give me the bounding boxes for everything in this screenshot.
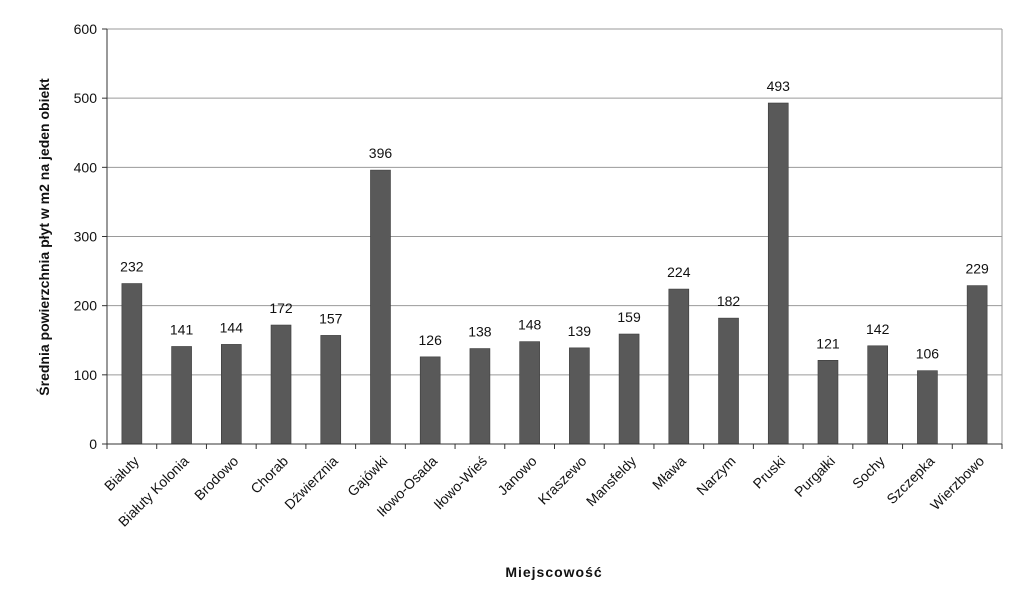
x-tick-label: Mansfeldy bbox=[583, 453, 639, 509]
bar bbox=[121, 283, 143, 445]
data-label: 139 bbox=[568, 323, 592, 339]
x-tick-label: Narzym bbox=[693, 453, 738, 498]
data-label: 106 bbox=[916, 346, 940, 362]
data-label: 121 bbox=[816, 335, 840, 351]
y-tick-labels: 0 100 200 300 400 500 600 bbox=[74, 21, 98, 452]
bar bbox=[917, 370, 938, 445]
data-label: 159 bbox=[617, 309, 641, 325]
x-tick-label: Janowo bbox=[494, 453, 540, 499]
x-tick-label: Sochy bbox=[849, 453, 888, 492]
data-label: 224 bbox=[667, 264, 691, 280]
bar bbox=[817, 360, 839, 445]
x-tick-label: Pruski bbox=[750, 453, 789, 492]
bar bbox=[767, 102, 789, 445]
bar bbox=[320, 335, 342, 445]
x-tick-label: Gajówki bbox=[344, 453, 391, 500]
y-tick-label: 100 bbox=[74, 367, 98, 383]
data-labels: 232 141 144 172 157 396 126 138 148 139 159 224 182 4… bbox=[120, 78, 989, 362]
bar bbox=[718, 317, 739, 445]
x-tick-label: Wierzbowo bbox=[927, 453, 987, 513]
bar bbox=[966, 285, 988, 445]
data-label: 157 bbox=[319, 310, 343, 326]
data-label: 229 bbox=[965, 261, 989, 277]
x-tick-label: Iłowo-Wieś bbox=[430, 453, 490, 513]
x-tick-label: Dźwierznia bbox=[281, 453, 341, 513]
bar bbox=[519, 341, 540, 445]
x-tick-label: Purgałki bbox=[791, 453, 838, 500]
bar bbox=[569, 347, 590, 445]
data-label: 138 bbox=[468, 324, 492, 340]
data-label: 396 bbox=[369, 145, 393, 161]
y-tick-label: 0 bbox=[89, 436, 97, 452]
y-tick-label: 600 bbox=[74, 21, 98, 37]
data-label: 141 bbox=[170, 321, 194, 337]
data-label: 232 bbox=[120, 259, 144, 275]
data-label: 148 bbox=[518, 317, 542, 333]
data-label: 142 bbox=[866, 321, 890, 337]
grid-lines bbox=[102, 28, 1003, 445]
data-label: 182 bbox=[717, 293, 741, 309]
x-tick-label: Kraszewo bbox=[535, 453, 590, 508]
bars bbox=[121, 102, 988, 445]
bar bbox=[419, 356, 441, 445]
bar bbox=[867, 345, 888, 445]
bar bbox=[370, 169, 391, 445]
bar bbox=[171, 346, 192, 445]
y-tick-label: 500 bbox=[74, 90, 98, 106]
x-axis-title: Miejscowość bbox=[505, 564, 602, 580]
x-tick-label: Białuty bbox=[101, 453, 142, 494]
y-tick-label: 200 bbox=[74, 298, 98, 314]
y-tick-label: 300 bbox=[74, 229, 98, 245]
bar bbox=[221, 344, 242, 445]
y-axis-title: Średnia powierzchnia płyt w m2 na jeden … bbox=[35, 78, 52, 396]
bar bbox=[270, 324, 292, 445]
bar bbox=[469, 348, 491, 445]
data-label: 493 bbox=[767, 78, 791, 94]
x-tick-label: Chorab bbox=[247, 453, 291, 497]
y-tick-label: 400 bbox=[74, 159, 98, 175]
axes bbox=[106, 29, 1003, 449]
x-tick-label: Brodowo bbox=[191, 453, 242, 504]
bar bbox=[618, 333, 640, 445]
bar bbox=[668, 288, 690, 445]
data-label: 126 bbox=[419, 332, 443, 348]
x-tick-label: Mława bbox=[649, 453, 689, 493]
data-label: 144 bbox=[220, 319, 244, 335]
data-label: 172 bbox=[269, 300, 293, 316]
